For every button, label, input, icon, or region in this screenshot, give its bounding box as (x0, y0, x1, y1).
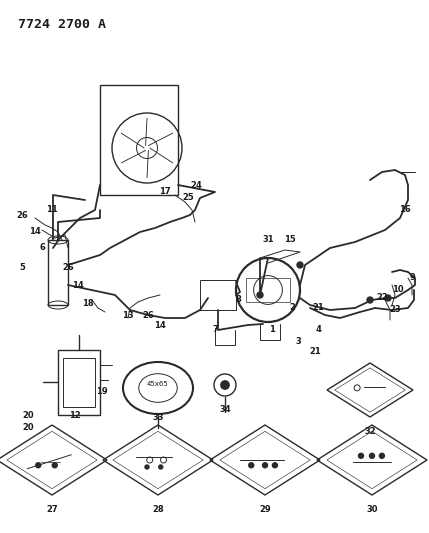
Text: 12: 12 (69, 410, 81, 419)
Text: 25: 25 (182, 193, 194, 203)
Bar (63, 358, 95, 407)
Bar (246, 278, 290, 302)
Circle shape (263, 463, 268, 468)
Circle shape (159, 465, 163, 469)
Text: 45x65: 45x65 (147, 381, 169, 387)
Circle shape (385, 295, 391, 301)
Text: 20: 20 (22, 410, 34, 419)
Text: 5: 5 (19, 263, 25, 272)
Text: 30: 30 (366, 505, 378, 514)
Text: 6: 6 (39, 244, 45, 253)
Text: 26: 26 (142, 311, 154, 319)
Text: 1: 1 (269, 326, 275, 335)
Text: 26: 26 (16, 211, 28, 220)
Circle shape (249, 463, 254, 468)
Text: 27: 27 (46, 505, 58, 514)
Text: 33: 33 (152, 414, 164, 423)
Text: 31: 31 (262, 236, 274, 245)
Text: 2: 2 (289, 303, 295, 312)
Circle shape (272, 463, 278, 468)
Text: 13: 13 (122, 311, 134, 319)
Circle shape (145, 465, 149, 469)
Text: 3: 3 (295, 337, 301, 346)
Circle shape (36, 463, 41, 468)
Text: 24: 24 (190, 181, 202, 190)
Text: 20: 20 (22, 424, 34, 432)
Circle shape (257, 292, 263, 298)
Bar (200, 280, 236, 310)
Text: 15: 15 (284, 236, 296, 245)
Text: 29: 29 (259, 505, 271, 514)
Text: 11: 11 (46, 206, 58, 214)
Bar (100, 85, 178, 195)
Bar (48, 240, 68, 305)
Text: 17: 17 (159, 188, 171, 197)
Text: 9: 9 (410, 273, 416, 282)
Text: 10: 10 (392, 286, 404, 295)
Text: 4: 4 (315, 326, 321, 335)
Text: 7: 7 (212, 326, 218, 335)
Circle shape (221, 381, 229, 389)
Circle shape (379, 453, 384, 458)
Text: 21: 21 (312, 303, 324, 312)
Bar (58, 350, 100, 415)
Text: 34: 34 (219, 406, 231, 415)
Text: 8: 8 (235, 295, 241, 304)
Text: 14: 14 (154, 320, 166, 329)
Circle shape (52, 463, 57, 468)
Text: 14: 14 (29, 228, 41, 237)
Text: 7724 2700 A: 7724 2700 A (18, 18, 106, 31)
Text: 32: 32 (364, 427, 376, 437)
Circle shape (369, 453, 375, 458)
Text: 26: 26 (62, 262, 74, 271)
Text: 21: 21 (309, 348, 321, 357)
Text: 14: 14 (72, 280, 84, 289)
Text: 19: 19 (96, 387, 108, 397)
Circle shape (367, 297, 373, 303)
Text: 16: 16 (399, 206, 411, 214)
Text: 28: 28 (152, 505, 164, 514)
Circle shape (359, 453, 363, 458)
Text: 23: 23 (389, 305, 401, 314)
Text: 22: 22 (376, 294, 388, 303)
Circle shape (297, 262, 303, 268)
Text: 18: 18 (82, 298, 94, 308)
